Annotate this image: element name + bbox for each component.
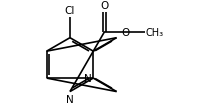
Text: N: N: [84, 73, 91, 83]
Text: CH₃: CH₃: [146, 28, 164, 38]
Text: N: N: [66, 94, 74, 104]
Text: Cl: Cl: [65, 6, 75, 16]
Text: O: O: [122, 28, 130, 38]
Text: O: O: [100, 1, 108, 11]
